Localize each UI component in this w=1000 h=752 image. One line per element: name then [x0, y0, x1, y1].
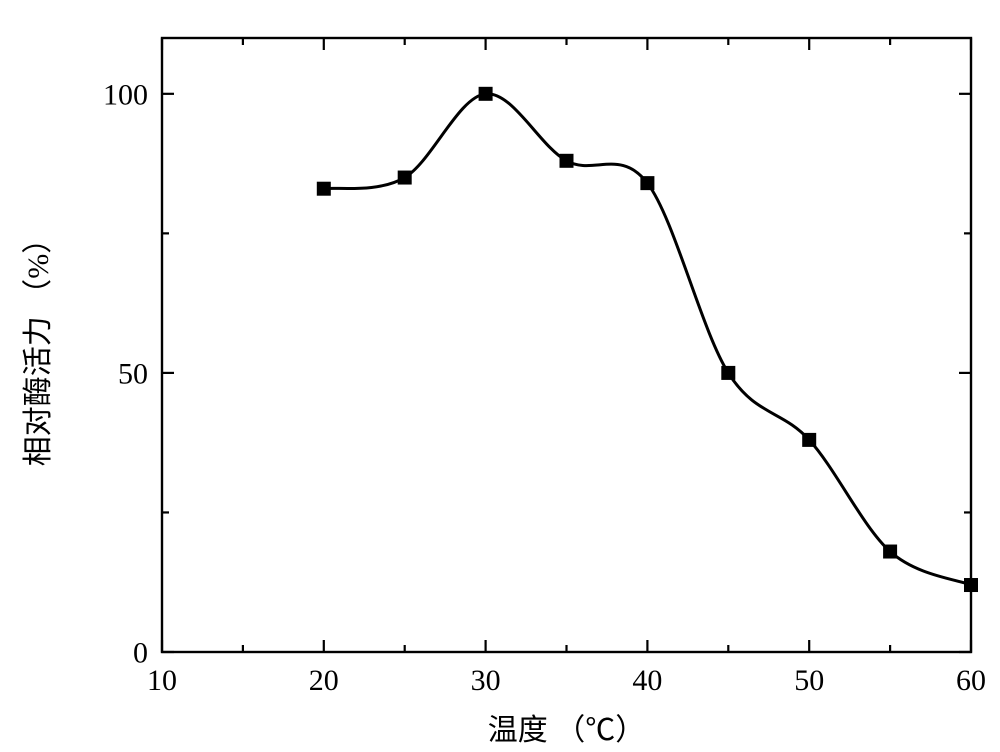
y-tick-label: 50	[118, 357, 148, 390]
x-tick-label: 10	[147, 664, 177, 697]
x-axis-label: 温度 （℃）	[488, 714, 646, 747]
series-marker	[884, 545, 897, 558]
line-chart: 10 20 30 40 50 60 0 50 100 温度 （℃） 相对酶活力 （%）	[0, 0, 1000, 752]
y-axis-label: 相对酶活力 （%）	[22, 224, 55, 467]
x-tick-label: 30	[471, 664, 501, 697]
chart-container: 10 20 30 40 50 60 0 50 100 温度 （℃） 相对酶活力 （%）	[0, 0, 1000, 752]
x-tick-label: 40	[632, 664, 662, 697]
x-tick-label: 60	[956, 664, 986, 697]
series-marker	[560, 154, 573, 167]
series-marker	[641, 177, 654, 190]
y-tick-label: 100	[103, 78, 148, 111]
series-marker	[803, 433, 816, 446]
series-marker	[965, 579, 978, 592]
x-tick-label: 50	[794, 664, 824, 697]
series-marker	[722, 366, 735, 379]
chart-background	[0, 0, 1000, 752]
x-tick-label: 20	[309, 664, 339, 697]
series-marker	[317, 182, 330, 195]
series-marker	[398, 171, 411, 184]
y-tick-label: 0	[133, 637, 148, 670]
series-marker	[479, 87, 492, 100]
